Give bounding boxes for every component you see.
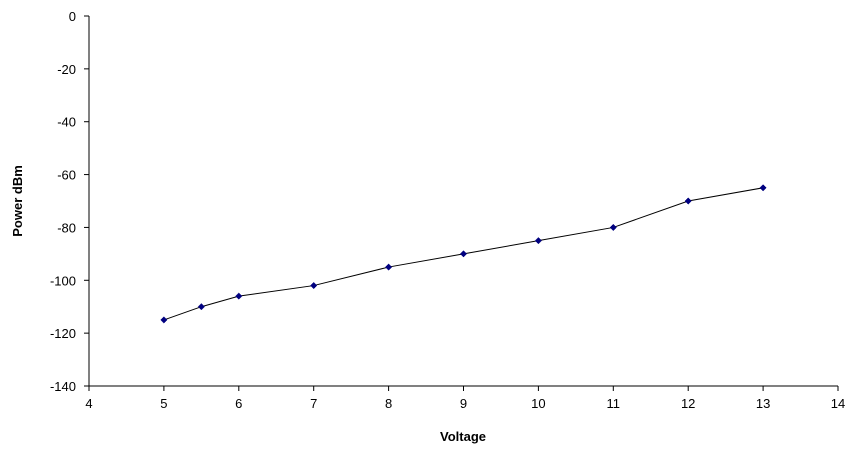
data-point-marker bbox=[310, 282, 318, 290]
y-tick-label: -20 bbox=[57, 62, 76, 77]
data-point-marker bbox=[759, 184, 767, 192]
y-axis: 0 -20 -40 -60 -80 -100 -120 -140 bbox=[50, 9, 90, 394]
data-point-marker bbox=[197, 303, 205, 311]
y-tick-label: -60 bbox=[57, 168, 76, 183]
x-tick-label: 8 bbox=[385, 396, 392, 411]
x-tick-label: 11 bbox=[607, 396, 621, 411]
data-point-marker bbox=[160, 316, 168, 324]
y-tick-label: 0 bbox=[69, 9, 76, 24]
y-tick-label: -80 bbox=[57, 220, 76, 235]
y-tick-label: -100 bbox=[50, 273, 76, 288]
x-tick-label: 4 bbox=[85, 396, 92, 411]
series-group bbox=[160, 184, 767, 324]
x-tick-label: 10 bbox=[531, 396, 545, 411]
x-tick-label: 9 bbox=[460, 396, 467, 411]
data-point-marker bbox=[235, 292, 243, 300]
x-tick-label: 6 bbox=[235, 396, 242, 411]
data-point-marker bbox=[459, 250, 468, 258]
x-axis-title: Voltage bbox=[440, 429, 486, 444]
data-point-marker bbox=[684, 197, 692, 205]
y-tick-label: -140 bbox=[50, 379, 76, 394]
data-point-marker bbox=[385, 263, 393, 271]
x-tick-label: 5 bbox=[160, 396, 167, 411]
data-point-marker bbox=[534, 237, 542, 245]
y-axis-title: Power dBm bbox=[10, 165, 25, 237]
x-tick-label: 13 bbox=[756, 396, 770, 411]
x-axis: 4 5 6 7 8 9 10 11 12 13 14 bbox=[85, 385, 845, 411]
y-tick-label: -40 bbox=[57, 115, 76, 130]
x-tick-label: 12 bbox=[681, 396, 695, 411]
y-tick-label: -120 bbox=[50, 326, 76, 341]
x-tick-label: 14 bbox=[831, 396, 845, 411]
series-line bbox=[163, 187, 764, 321]
x-tick-label: 7 bbox=[310, 396, 317, 411]
data-point-marker bbox=[609, 223, 617, 231]
